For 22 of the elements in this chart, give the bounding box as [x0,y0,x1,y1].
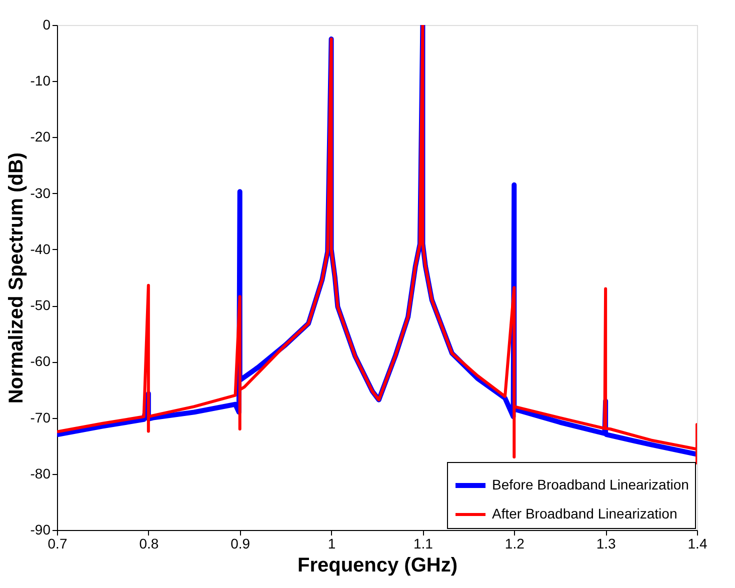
x-tick-label: 0.7 [48,536,68,552]
y-tick-label: -40 [30,240,51,257]
x-axis-title: Frequency (GHz) [297,554,458,576]
x-tick-label: 0.8 [139,536,159,552]
y-tick-label: -20 [30,128,51,145]
x-tick-label: 1.2 [504,536,525,552]
y-axis-title: Normalized Spectrum (dB) [5,152,28,404]
y-tick-label: -80 [30,465,51,482]
x-tick-label: 1.1 [413,536,434,552]
legend-label: Before Broadband Linearization [492,476,689,492]
y-tick-label: -30 [30,184,51,201]
y-tick-label: -50 [30,297,51,314]
x-tick-label: 1.4 [688,536,708,552]
y-tick-label: -10 [30,72,51,89]
x-tick-label: 1.3 [596,536,616,552]
y-tick-label: 0 [42,16,51,32]
x-tick-label: 1 [328,536,336,552]
y-tick-label: -70 [30,409,51,426]
legend-label: After Broadband Linearization [492,506,678,522]
y-tick-label: -90 [30,522,51,538]
x-tick-label: 0.9 [230,536,250,552]
y-tick-label: -60 [30,353,51,370]
